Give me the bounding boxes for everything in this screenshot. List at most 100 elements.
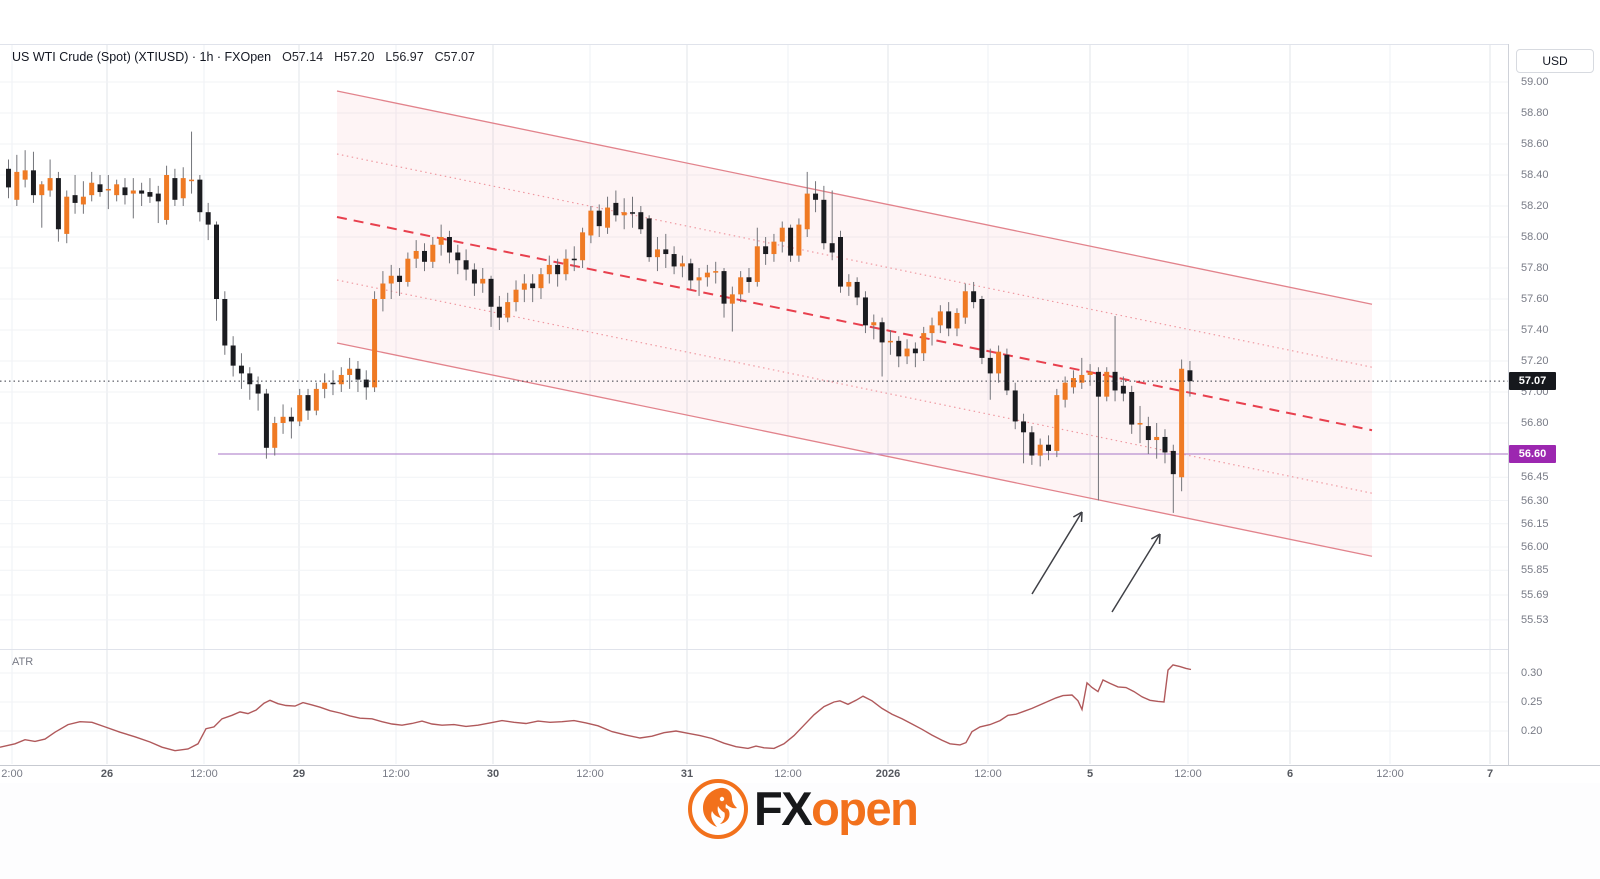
candle[interactable] <box>313 388 319 411</box>
time-tick-label[interactable]: 12:00 <box>1376 768 1404 780</box>
candle[interactable] <box>338 374 344 385</box>
candle[interactable] <box>355 368 361 380</box>
candle[interactable] <box>288 416 294 422</box>
candle[interactable] <box>480 278 486 284</box>
candle[interactable] <box>971 291 977 303</box>
candle[interactable] <box>738 277 744 295</box>
candle[interactable] <box>1079 374 1085 383</box>
candle[interactable] <box>721 271 727 304</box>
candle[interactable] <box>14 171 20 200</box>
candle[interactable] <box>538 274 544 289</box>
candle[interactable] <box>713 271 719 273</box>
candle[interactable] <box>779 227 785 242</box>
candle[interactable] <box>130 190 136 194</box>
candle[interactable] <box>571 258 577 261</box>
time-tick-label[interactable]: 30 <box>486 768 500 780</box>
candle[interactable] <box>671 254 677 267</box>
time-tick-label[interactable]: 12:00 <box>190 768 218 780</box>
candle[interactable] <box>405 258 411 282</box>
candle[interactable] <box>55 178 61 230</box>
time-tick-label[interactable]: 12:00 <box>774 768 802 780</box>
time-tick-label[interactable]: 6 <box>1286 768 1294 780</box>
candle[interactable] <box>214 224 219 299</box>
pane-separator[interactable] <box>0 649 1600 650</box>
candle[interactable] <box>297 395 303 422</box>
candle[interactable] <box>580 232 586 261</box>
candle[interactable] <box>962 291 968 318</box>
candle[interactable] <box>1112 371 1118 391</box>
candle[interactable] <box>630 212 635 214</box>
candle[interactable] <box>854 281 860 298</box>
candle[interactable] <box>887 340 893 343</box>
candle[interactable] <box>105 188 111 191</box>
currency-button[interactable]: USD <box>1516 49 1594 73</box>
candle[interactable] <box>563 258 569 275</box>
candle[interactable] <box>679 263 685 267</box>
candle[interactable] <box>455 252 461 261</box>
candle[interactable] <box>804 193 810 230</box>
candle[interactable] <box>89 182 95 196</box>
candle[interactable] <box>164 175 170 220</box>
candle[interactable] <box>1104 371 1110 397</box>
candle[interactable] <box>638 212 644 230</box>
candle[interactable] <box>946 311 952 329</box>
candle[interactable] <box>621 212 627 216</box>
candle[interactable] <box>122 187 128 196</box>
candle[interactable] <box>987 357 993 374</box>
candle[interactable] <box>172 178 178 200</box>
time-tick-label[interactable]: 12:00 <box>382 768 410 780</box>
candle[interactable] <box>1012 390 1018 422</box>
candle[interactable] <box>846 281 852 287</box>
time-tick-label[interactable]: 12:00 <box>974 768 1002 780</box>
candle[interactable] <box>255 384 261 394</box>
candle[interactable] <box>862 297 868 326</box>
candle[interactable] <box>189 179 195 182</box>
candle[interactable] <box>1070 378 1076 388</box>
candle[interactable] <box>1087 371 1093 375</box>
candle[interactable] <box>688 263 694 281</box>
candle[interactable] <box>6 168 11 188</box>
candle[interactable] <box>896 340 902 357</box>
candle[interactable] <box>912 348 918 354</box>
candle[interactable] <box>80 196 86 205</box>
candle[interactable] <box>430 244 436 262</box>
candle[interactable] <box>979 299 985 358</box>
candle[interactable] <box>488 278 494 307</box>
candle[interactable] <box>97 184 103 193</box>
candle[interactable] <box>471 269 477 284</box>
candle[interactable] <box>904 348 910 357</box>
time-axis[interactable]: 2:00 26 12:00 29 12:00 30 12:00 31 12:00 2026 12:0… <box>0 766 1508 783</box>
candle[interactable] <box>1029 432 1035 456</box>
candle[interactable] <box>1179 368 1185 478</box>
candle[interactable] <box>388 275 394 284</box>
candle[interactable] <box>463 260 469 270</box>
candle[interactable] <box>996 351 1002 374</box>
candle[interactable] <box>763 246 769 255</box>
candle[interactable] <box>663 249 669 255</box>
candle[interactable] <box>397 275 403 282</box>
candle[interactable] <box>30 170 36 196</box>
candle[interactable] <box>380 283 386 300</box>
candle[interactable] <box>796 224 802 256</box>
candle[interactable] <box>47 178 53 191</box>
time-tick-label[interactable]: 12:00 <box>576 768 604 780</box>
candle[interactable] <box>746 277 752 282</box>
candle[interactable] <box>871 322 877 326</box>
candle[interactable] <box>646 218 652 258</box>
candle[interactable] <box>530 283 536 289</box>
candle[interactable] <box>1062 382 1068 400</box>
candle[interactable] <box>1004 354 1010 391</box>
candle[interactable] <box>613 202 619 216</box>
time-tick-label[interactable]: 29 <box>292 768 306 780</box>
candle[interactable] <box>521 283 527 290</box>
candle[interactable] <box>829 243 835 253</box>
candle[interactable] <box>921 333 927 354</box>
candle[interactable] <box>114 184 120 196</box>
candle[interactable] <box>363 379 369 388</box>
candle[interactable] <box>1120 385 1126 394</box>
candle[interactable] <box>1095 371 1101 397</box>
candle[interactable] <box>1187 370 1193 382</box>
candle[interactable] <box>238 365 244 374</box>
candle[interactable] <box>704 272 710 278</box>
candle[interactable] <box>263 393 269 448</box>
